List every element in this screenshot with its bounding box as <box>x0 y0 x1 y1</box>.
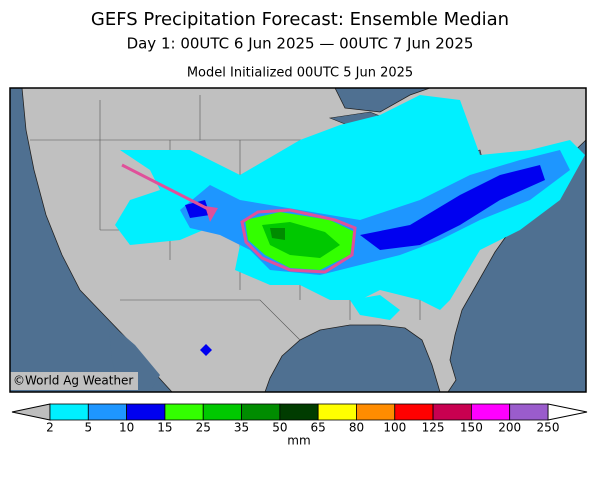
colorbar: 2 5 10 15 25 35 50 65 80 100 125 150 200 250 <box>11 403 588 435</box>
colorbar-segment <box>241 403 281 421</box>
colorbar-over <box>547 403 588 421</box>
colorbar-label: 10 <box>119 421 134 435</box>
colorbar-label: 65 <box>311 421 326 435</box>
map-frame <box>9 87 587 393</box>
colorbar-segment <box>432 403 472 421</box>
colorbar-segment <box>164 403 204 421</box>
colorbar-label: 100 <box>383 421 406 435</box>
colorbar-label: 50 <box>272 421 287 435</box>
colorbar-label: 250 <box>537 421 560 435</box>
subtitle: Day 1: 00UTC 6 Jun 2025 — 00UTC 7 Jun 20… <box>127 35 474 53</box>
colorbar-segment <box>202 403 242 421</box>
credit-box <box>10 372 138 390</box>
credit: ©World Ag Weather <box>13 374 133 388</box>
init-time: Model Initialized 00UTC 5 Jun 2025 <box>187 66 413 81</box>
colorbar-label: 200 <box>498 421 521 435</box>
colorbar-label: 15 <box>157 421 172 435</box>
title: GEFS Precipitation Forecast: Ensemble Me… <box>91 9 509 30</box>
colorbar-segment <box>356 403 396 421</box>
colorbar-segment <box>509 403 549 421</box>
colorbar-segment <box>126 403 166 421</box>
colorbar-label: 150 <box>460 421 483 435</box>
colorbar-unit: mm <box>287 434 310 448</box>
colorbar-segment <box>470 403 511 421</box>
colorbar-segment <box>317 403 357 421</box>
colorbar-under <box>11 403 51 421</box>
colorbar-label: 5 <box>84 421 92 435</box>
colorbar-segment <box>87 403 128 421</box>
colorbar-segment <box>394 403 434 421</box>
map: ©World Ag Weather <box>9 87 587 393</box>
colorbar-label: 35 <box>234 421 249 435</box>
colorbar-label: 125 <box>422 421 445 435</box>
colorbar-segment <box>49 403 89 421</box>
colorbar-label: 2 <box>46 421 54 435</box>
colorbar-segment <box>279 403 319 421</box>
precipitation <box>115 95 585 356</box>
colorbar-label: 25 <box>196 421 211 435</box>
colorbar-label: 80 <box>349 421 364 435</box>
